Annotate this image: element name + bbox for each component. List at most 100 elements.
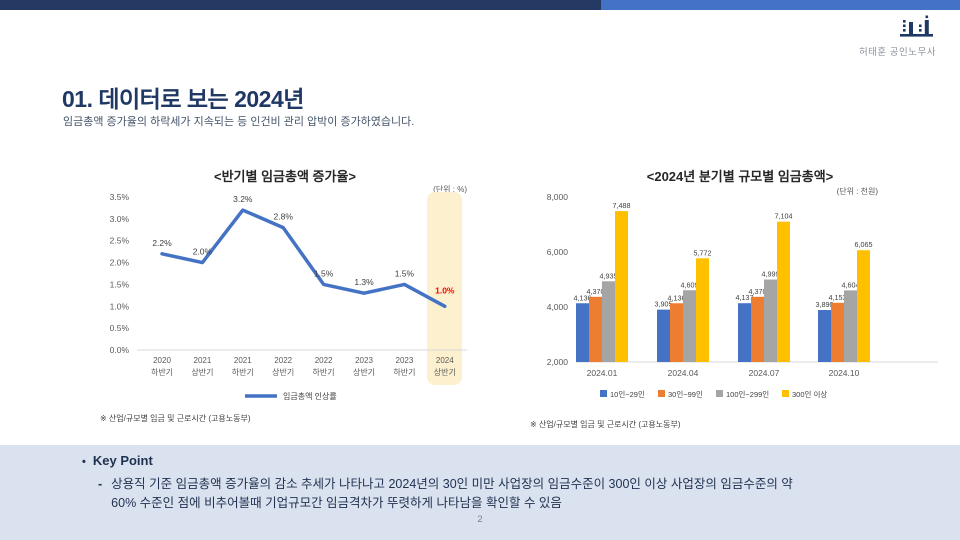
x-axis-tick-label: 2024.07 (749, 368, 780, 378)
point-value-label: 2.0% (193, 247, 213, 257)
bar-100인~299인 (844, 290, 857, 362)
y-axis-tick-label: 8,000 (547, 192, 569, 202)
logo-icon (900, 15, 933, 37)
brand-block: 허태훈 공인노무사 (859, 12, 936, 58)
x-axis-tick-label: 하반기 (232, 367, 254, 377)
y-axis-tick-label: 3.0% (110, 214, 130, 224)
bar-value-label: 4,609 (681, 280, 699, 289)
x-axis-tick-label: 상반기 (434, 367, 456, 377)
bar-value-label: 4,999 (762, 270, 780, 279)
legend-swatch (600, 390, 607, 397)
page-title: 01. 데이터로 보는 2024년 (62, 86, 304, 112)
bar-value-label: 7,488 (613, 201, 631, 210)
bar-10인~29인 (818, 310, 831, 362)
legend-label: 10인~29인 (610, 389, 645, 399)
quarterly-wage-by-size-chart: 2,0004,0006,0008,0004,1363,9054,1373,890… (547, 192, 938, 399)
point-value-label: 1.0% (435, 285, 455, 295)
bar-chart-title: <2024년 분기별 규모별 임금총액> (646, 169, 834, 184)
point-value-label: 2.8% (274, 212, 294, 222)
bar-300인 이상 (615, 211, 628, 362)
bar-value-label: 3,890 (816, 300, 834, 309)
y-axis-tick-label: 2,000 (547, 357, 569, 367)
bar-30인~99인 (831, 302, 844, 362)
bar-value-label: 4,370 (587, 287, 605, 296)
wage-growth-line (160, 208, 447, 309)
bar-chart-unit-label: (단위 : 천원) (836, 187, 878, 196)
bar-10인~29인 (657, 309, 670, 362)
bar-100인~299인 (602, 281, 615, 362)
legend-swatch (782, 390, 789, 397)
top-accent-bar-blue (601, 0, 960, 10)
x-axis-tick-label: 2024 (436, 356, 454, 365)
legend-swatch (716, 390, 723, 397)
y-axis-tick-label: 0.0% (110, 345, 130, 355)
point-value-label: 1.3% (354, 277, 374, 287)
y-axis-tick-label: 6,000 (547, 247, 569, 257)
x-axis-tick-label: 2021 (234, 356, 252, 365)
legend-label: 임금총액 인상률 (283, 391, 337, 401)
key-point-line-2: 60% 수준인 점에 비추어볼때 기업규모간 임금격차가 뚜렷하게 나타남을 확… (111, 495, 562, 510)
y-axis-tick-label: 4,000 (547, 302, 569, 312)
bar-value-label: 6,065 (855, 240, 873, 249)
bullet-icon: • (82, 456, 86, 468)
bar-300인 이상 (857, 250, 870, 362)
x-axis-tick-label: 상반기 (191, 367, 213, 377)
bar-value-label: 4,137 (736, 293, 754, 302)
y-axis-tick-label: 2.5% (110, 236, 130, 246)
x-axis-tick-label: 하반기 (313, 367, 335, 377)
bar-value-label: 4,136 (668, 293, 686, 302)
top-accent-bar (0, 0, 960, 10)
bar-300인 이상 (777, 221, 790, 362)
bar-30인~99인 (751, 296, 764, 362)
highlight-band (427, 192, 462, 385)
line-chart-title: <반기별 임금총액 증가율> (213, 169, 356, 184)
bar-value-label: 4,604 (842, 280, 860, 289)
y-axis-tick-label: 2.0% (110, 258, 130, 268)
dash-bullet-icon: - (98, 477, 103, 491)
key-point-line-1: 상용직 기준 임금총액 증가율의 감소 추세가 나타나고 2024년의 30인 … (111, 477, 793, 491)
x-axis-tick-label: 2024.10 (829, 368, 860, 378)
bar-chart-footnote: ※ 산업/규모별 임금 및 근로시간 (고용노동부) (530, 420, 681, 429)
x-axis-tick-label: 하반기 (151, 367, 173, 377)
legend-label: 300인 이상 (792, 389, 827, 399)
point-value-label: 2.2% (152, 238, 172, 248)
bar-value-label: 5,772 (694, 248, 712, 257)
x-axis-tick-label: 하반기 (393, 367, 415, 377)
bar-300인 이상 (696, 258, 709, 362)
y-axis-tick-label: 1.5% (110, 279, 130, 289)
top-accent-bar-navy (0, 0, 601, 10)
y-axis-tick-label: 0.5% (110, 323, 130, 333)
bar-100인~299인 (683, 290, 696, 362)
legend-label: 100인~299인 (726, 389, 769, 399)
bar-value-label: 3,905 (655, 300, 673, 309)
key-point-text: 상용직 기준 임금총액 증가율의 감소 추세가 나타나고 2024년의 30인 … (111, 475, 793, 513)
x-axis-tick-label: 2024.01 (587, 368, 618, 378)
key-point-heading: • Key Point (82, 453, 153, 468)
legend-swatch (658, 390, 665, 397)
x-axis-tick-label: 2023 (396, 356, 414, 365)
point-value-label: 1.5% (314, 268, 334, 278)
line-chart-unit-label: (단위 : %) (433, 185, 467, 194)
x-axis-tick-label: 2023 (355, 356, 373, 365)
key-point-item: - 상용직 기준 임금총액 증가율의 감소 추세가 나타나고 2024년의 30… (98, 475, 928, 513)
page-subtitle: 임금총액 증가율의 하락세가 지속되는 등 인건비 관리 압박이 증가하였습니다… (63, 116, 415, 128)
key-point-heading-label: Key Point (92, 453, 153, 468)
legend-label: 30인~99인 (668, 389, 703, 399)
x-axis-tick-label: 상반기 (272, 367, 294, 377)
bar-30인~99인 (670, 303, 683, 362)
x-axis-tick-label: 2020 (153, 356, 171, 365)
bar-value-label: 4,370 (749, 287, 767, 296)
bar-value-label: 4,136 (574, 293, 592, 302)
page-number: 2 (477, 514, 483, 525)
point-value-label: 1.5% (395, 268, 415, 278)
bar-10인~29인 (738, 303, 751, 362)
bar-value-label: 4,153 (829, 293, 847, 302)
point-value-label: 3.2% (233, 194, 253, 204)
x-axis-tick-label: 2024.04 (668, 368, 699, 378)
bar-value-label: 4,935 (600, 271, 618, 280)
x-axis-tick-label: 2022 (315, 356, 333, 365)
x-axis-tick-label: 상반기 (353, 367, 375, 377)
y-axis-tick-label: 1.0% (110, 301, 130, 311)
x-axis-tick-label: 2021 (194, 356, 212, 365)
